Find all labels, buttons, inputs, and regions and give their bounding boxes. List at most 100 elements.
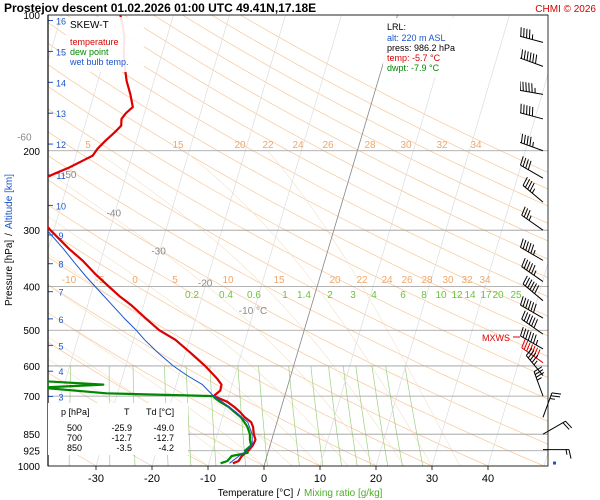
theta-label: 24	[381, 275, 393, 286]
dry-adiabat	[182, 15, 548, 207]
wind-barb-feather	[527, 350, 535, 359]
isotherm	[431, 73, 548, 466]
wind-barb-feather	[523, 259, 529, 269]
wind-barb-feather	[531, 283, 537, 292]
x-tick-label: 30	[426, 473, 438, 485]
mixing-ratio-line	[371, 365, 389, 466]
wind-barb-feather	[522, 328, 527, 338]
lrl-info: LRL: alt: 220 m ASL press: 986.2 hPa tem…	[383, 18, 483, 77]
table-cell: -49.0	[153, 423, 174, 433]
wind-barb-half-feather	[528, 215, 532, 221]
altitude-tick-label: 4	[58, 367, 63, 377]
wind-barb-feather	[524, 277, 531, 287]
dewpoint-profile	[48, 380, 253, 465]
wind-barb-shaft	[522, 185, 544, 203]
wind-barb-feather	[534, 369, 544, 375]
mixing-ratio-label: 0.6	[247, 290, 261, 301]
wind-barb	[520, 296, 544, 319]
theta-label: -5	[96, 275, 105, 286]
wind-barb-feather	[534, 54, 538, 64]
wind-barb-feather	[530, 244, 535, 254]
isotherm	[319, 15, 454, 466]
wind-barb-shaft	[520, 57, 544, 67]
wind-barb-feather	[530, 332, 535, 343]
mixing-ratio-line	[288, 365, 300, 466]
wind-barb	[520, 156, 544, 179]
dry-adiabat	[48, 64, 548, 337]
mixing-ratio-line	[355, 365, 371, 466]
dry-adiabat	[48, 131, 548, 400]
pressure-tick-label: 925	[23, 447, 40, 458]
wind-barb-feather	[523, 312, 529, 322]
altitude-tick-label: 12	[56, 140, 66, 150]
x-axis-label: Temperature [°C] / Mixing ratio [g/kg]	[218, 488, 383, 499]
dry-adiabat	[95, 15, 548, 260]
legend-title: SKEW-T	[70, 20, 109, 31]
isotherm-label: -40	[107, 209, 122, 220]
wind-barb-feather	[533, 366, 543, 373]
table-cell: 850	[67, 443, 82, 453]
isotherm	[151, 15, 286, 466]
wind-barb-feather	[529, 352, 537, 361]
wind-barb-shaft	[521, 214, 544, 231]
mixing-ratio-line	[342, 365, 358, 466]
wind-barb-feather	[521, 339, 526, 348]
theta-label: 32	[436, 140, 448, 151]
wind-barb-feather	[551, 392, 562, 395]
isotherm	[207, 15, 342, 466]
wetbulb-profile	[48, 230, 253, 464]
wind-barb	[542, 420, 573, 435]
table-cell: 700	[67, 433, 82, 443]
x-tick-label: 0	[261, 473, 267, 485]
altitude-tick-label: 11	[56, 171, 65, 181]
mixing-ratio-label: 4	[371, 290, 377, 301]
wind-barb-feather	[522, 157, 527, 167]
altitude-tick-label: 9	[58, 231, 63, 241]
altitude-tick-label: 7	[58, 288, 63, 298]
wind-barb-feather	[526, 135, 529, 146]
wind-barb	[520, 48, 544, 67]
pressure-tick-label: 400	[23, 283, 40, 294]
wind-barb-shaft	[520, 141, 544, 152]
theta-label: 20	[329, 275, 341, 286]
altitude-tick-label: 8	[58, 260, 63, 270]
wind-barb-feather	[550, 395, 561, 398]
table-cell: -4.2	[158, 443, 174, 453]
x-tick-label: -20	[144, 473, 160, 485]
wind-barb-feather	[531, 317, 536, 327]
wind-barb-shaft	[520, 164, 544, 179]
wind-barb-feather	[529, 182, 535, 192]
wind-barb-feather	[525, 329, 529, 340]
mixing-ratio-label: 1	[282, 290, 288, 301]
wind-barb-feather	[529, 52, 532, 62]
wind-barb-half-feather	[535, 339, 539, 346]
wind-barb-feather	[523, 134, 526, 144]
wind-barb-feather	[527, 300, 532, 310]
wind-barb-half-feather	[533, 249, 536, 256]
wind-barb	[542, 392, 562, 418]
isotherm-label: -60	[17, 133, 32, 144]
wind-barb-feather	[522, 177, 528, 186]
y-axis-label-separator: /	[4, 233, 15, 236]
mixing-ratio-label: 0.4	[219, 290, 233, 301]
wind-barb-shaft	[520, 112, 544, 120]
mixing-ratio-label: 8	[421, 290, 427, 301]
theta-label: 22	[262, 140, 274, 151]
x-tick-label: 20	[370, 473, 382, 485]
mixing-ratio-line	[404, 365, 424, 466]
lrl-temperature: temp: -5.7 °C	[387, 53, 441, 63]
theta-label: 34	[479, 275, 491, 286]
table-header-pressure: p [hPa]	[61, 407, 90, 417]
wind-barb-feather	[525, 159, 529, 169]
x-tick-label: 10	[314, 473, 326, 485]
legend-box	[66, 17, 144, 72]
theta-label: 10	[222, 275, 234, 286]
theta-label: 5	[85, 140, 91, 151]
wind-barb-feather	[535, 371, 545, 378]
wind-barb-feather	[531, 354, 539, 363]
wind-barb	[522, 177, 544, 203]
mixing-ratio-label: 3	[350, 290, 356, 301]
wind-barb-shaft	[520, 335, 544, 350]
lrl-box	[383, 18, 483, 77]
